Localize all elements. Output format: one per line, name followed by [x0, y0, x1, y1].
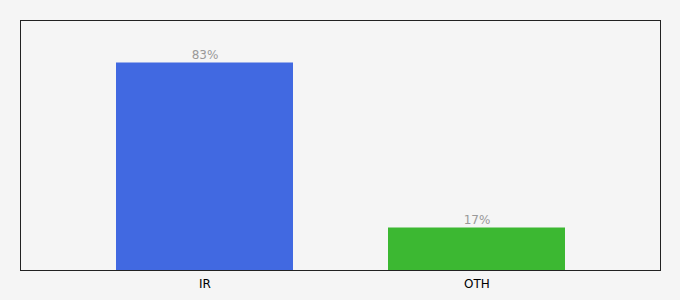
- svg-text:OTH: OTH: [464, 277, 490, 291]
- svg-text:17%: 17%: [464, 213, 491, 227]
- svg-text:IR: IR: [199, 277, 211, 291]
- svg-text:83%: 83%: [192, 48, 219, 62]
